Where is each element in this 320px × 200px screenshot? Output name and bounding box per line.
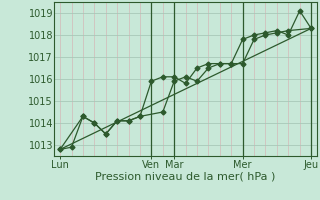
X-axis label: Pression niveau de la mer( hPa ): Pression niveau de la mer( hPa ) (95, 172, 276, 182)
